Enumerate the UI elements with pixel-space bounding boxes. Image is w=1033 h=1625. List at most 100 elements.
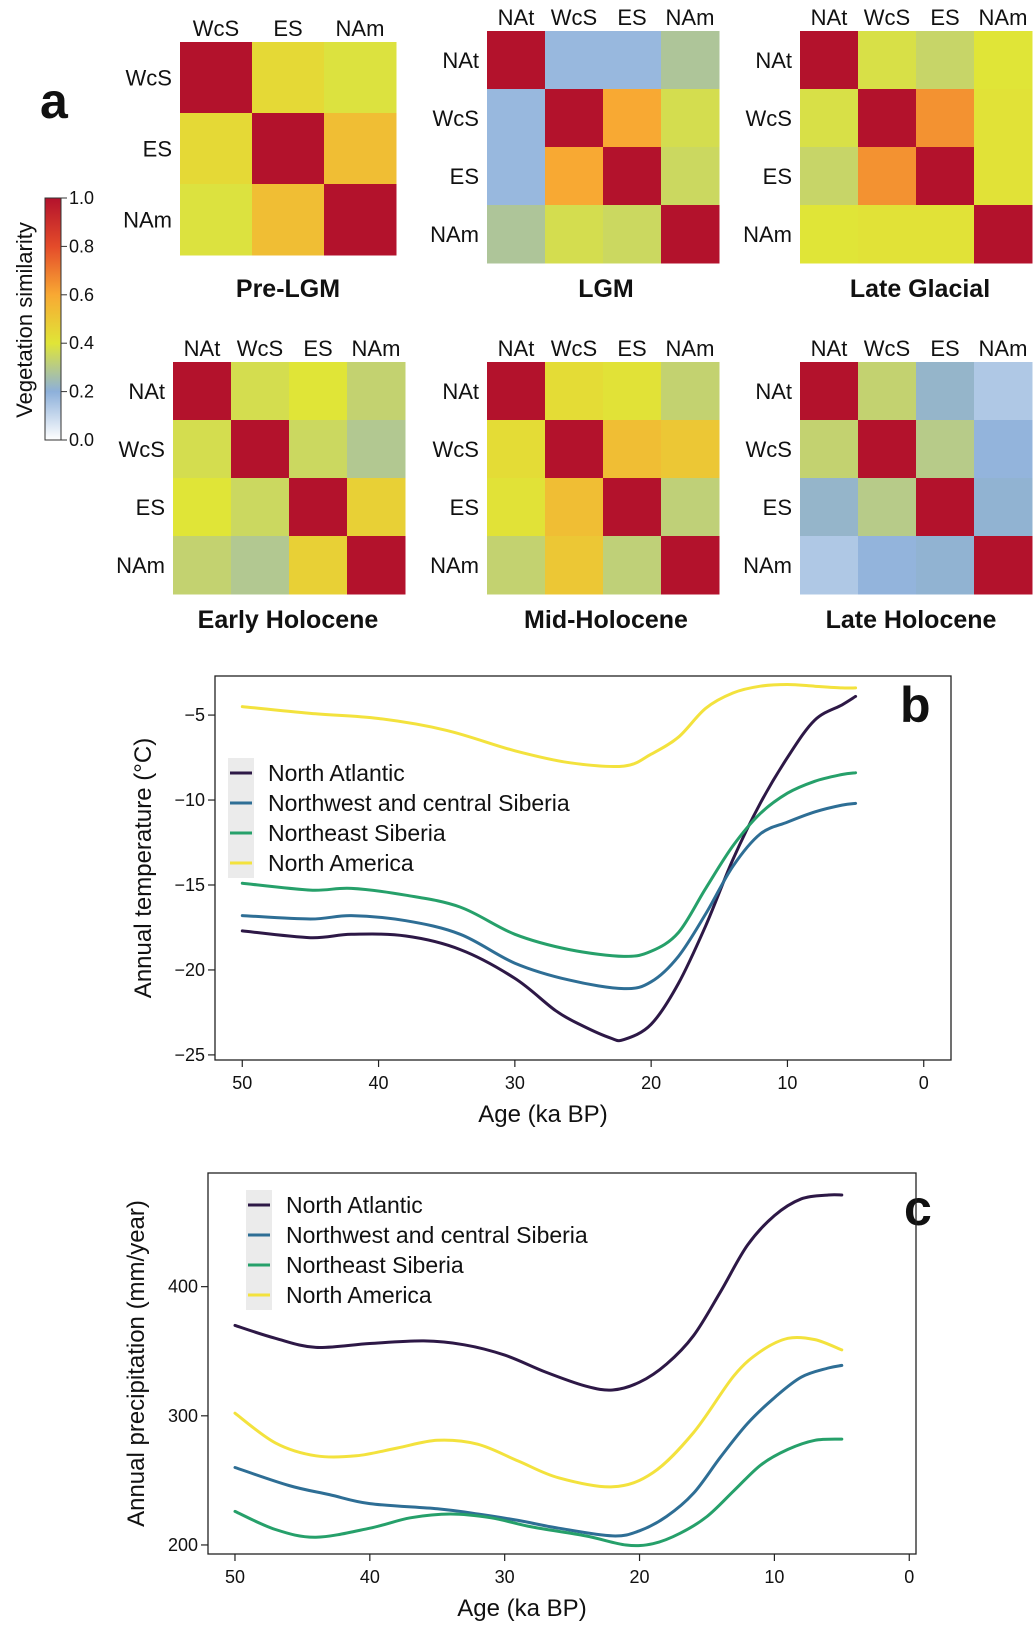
- series-line-north-atlantic: [233, 1193, 844, 1392]
- heatmap-cell: [487, 205, 546, 264]
- panel-label-c: c: [904, 1180, 932, 1236]
- heatmap-cell: [916, 89, 975, 148]
- heatmap-cell: [173, 536, 232, 595]
- heatmap-cell: [231, 420, 290, 479]
- legend-label: North America: [286, 1282, 432, 1308]
- x-tick-label: 40: [360, 1567, 380, 1587]
- heatmap-cell: [916, 536, 975, 595]
- colorbar-label: Vegetation similarity: [12, 222, 37, 418]
- heatmap-cell: [661, 420, 720, 479]
- heatmap-cell: [231, 478, 290, 537]
- heatmap-col-label: NAm: [979, 5, 1028, 30]
- heatmap-col-label: NAt: [184, 336, 221, 361]
- x-tick-label: 0: [904, 1567, 914, 1587]
- heatmap-col-label: NAt: [811, 5, 848, 30]
- heatmap-cell: [661, 478, 720, 537]
- heatmap-row-label: NAt: [755, 379, 792, 404]
- legend-key-background: [246, 1190, 272, 1310]
- heatmap-col-label: WcS: [237, 336, 283, 361]
- heatmap-cell: [603, 362, 662, 421]
- heatmap-cell: [800, 362, 859, 421]
- x-tick-label: 0: [919, 1073, 929, 1093]
- heatmap-cell: [858, 536, 917, 595]
- plot-frame: [207, 1172, 917, 1555]
- series-line-northeast-siberia: [233, 1437, 844, 1548]
- heatmap-cell: [974, 89, 1033, 148]
- colorbar-tick-label: 0.0: [69, 430, 94, 450]
- heatmap-cell: [545, 89, 604, 148]
- heatmap-row-label: WcS: [126, 66, 172, 91]
- heatmap-row-label: NAm: [123, 208, 172, 233]
- heatmap-cell: [916, 478, 975, 537]
- heatmap-cell: [545, 478, 604, 537]
- heatmap-mid-holocene: NAt NAt WcS WcS ES ES NAm NAm Mid-Holocene: [430, 336, 720, 634]
- heatmap-cell: [347, 420, 406, 479]
- heatmap-row-label: WcS: [433, 437, 479, 462]
- x-tick-label: 30: [505, 1073, 525, 1093]
- heatmap-early-holocene: NAt NAt WcS WcS ES ES NAm NAm Early Holocene: [116, 336, 406, 634]
- heatmap-cell: [661, 89, 720, 148]
- heatmap-cell: [545, 31, 604, 90]
- heatmap-cell: [800, 536, 859, 595]
- heatmap-row-label: NAm: [116, 553, 165, 578]
- heatmap-cell: [661, 147, 720, 206]
- heatmap-cell: [916, 31, 975, 90]
- heatmap-title: Mid-Holocene: [524, 606, 688, 634]
- heatmap-col-label: WcS: [193, 16, 239, 41]
- heatmap-col-label: NAt: [811, 336, 848, 361]
- legend-key-background: [228, 758, 254, 878]
- heatmap-late-glacial: NAt NAt WcS WcS ES ES NAm NAm Late Glacial: [743, 5, 1033, 303]
- heatmap-cell: [974, 536, 1033, 595]
- heatmap-col-label: WcS: [551, 5, 597, 30]
- heatmap-row-label: ES: [136, 495, 165, 520]
- heatmap-title: Late Holocene: [826, 606, 997, 634]
- heatmap-cell: [603, 478, 662, 537]
- heatmap-cell: [180, 184, 253, 256]
- heatmap-row-label: NAt: [442, 379, 479, 404]
- heatmap-cell: [324, 42, 397, 114]
- legend-label: Northwest and central Siberia: [286, 1222, 588, 1248]
- legend-label: North Atlantic: [286, 1192, 423, 1218]
- heatmap-col-label: NAm: [666, 5, 715, 30]
- heatmap-col-label: NAm: [979, 336, 1028, 361]
- heatmap-cell: [974, 31, 1033, 90]
- legend-label: Northeast Siberia: [286, 1252, 464, 1278]
- heatmap-cell: [974, 147, 1033, 206]
- heatmap-row-label: NAm: [743, 222, 792, 247]
- y-tick-label: −10: [174, 790, 205, 810]
- x-tick-label: 20: [641, 1073, 661, 1093]
- colorbar-tick-label: 0.4: [69, 333, 94, 353]
- heatmap-col-label: ES: [930, 5, 959, 30]
- x-tick-label: 30: [495, 1567, 515, 1587]
- heatmap-title: Early Holocene: [198, 606, 379, 634]
- heatmap-cell: [800, 31, 859, 90]
- heatmap-cell: [347, 536, 406, 595]
- heatmap-cell: [487, 362, 546, 421]
- colorbar: 1.0 0.8 0.6 0.4 0.2 0.0 Vegetation similarity: [12, 188, 94, 450]
- x-tick-label: 10: [777, 1073, 797, 1093]
- heatmap-col-label: NAt: [498, 336, 535, 361]
- heatmap-cell: [545, 147, 604, 206]
- heatmap-cell: [858, 362, 917, 421]
- heatmap-cell: [661, 205, 720, 264]
- heatmap-cell: [916, 420, 975, 479]
- heatmap-cell: [173, 478, 232, 537]
- heatmap-row-label: WcS: [746, 106, 792, 131]
- heatmap-cell: [487, 31, 546, 90]
- heatmap-cell: [289, 478, 348, 537]
- heatmap-cell: [858, 205, 917, 264]
- heatmap-cell: [661, 31, 720, 90]
- y-axis-label: Annual precipitation (mm/year): [123, 1200, 150, 1527]
- heatmap-cell: [180, 113, 253, 185]
- heatmap-cell: [545, 362, 604, 421]
- x-tick-label: 10: [764, 1567, 784, 1587]
- heatmap-cell: [231, 536, 290, 595]
- y-tick-label: −25: [174, 1045, 205, 1065]
- series-line-northeast-siberia: [240, 771, 858, 958]
- heatmap-cell: [603, 147, 662, 206]
- heatmap-row-label: WcS: [119, 437, 165, 462]
- heatmap-title: Late Glacial: [850, 275, 990, 303]
- heatmap-cell: [858, 420, 917, 479]
- heatmap-cell: [487, 147, 546, 206]
